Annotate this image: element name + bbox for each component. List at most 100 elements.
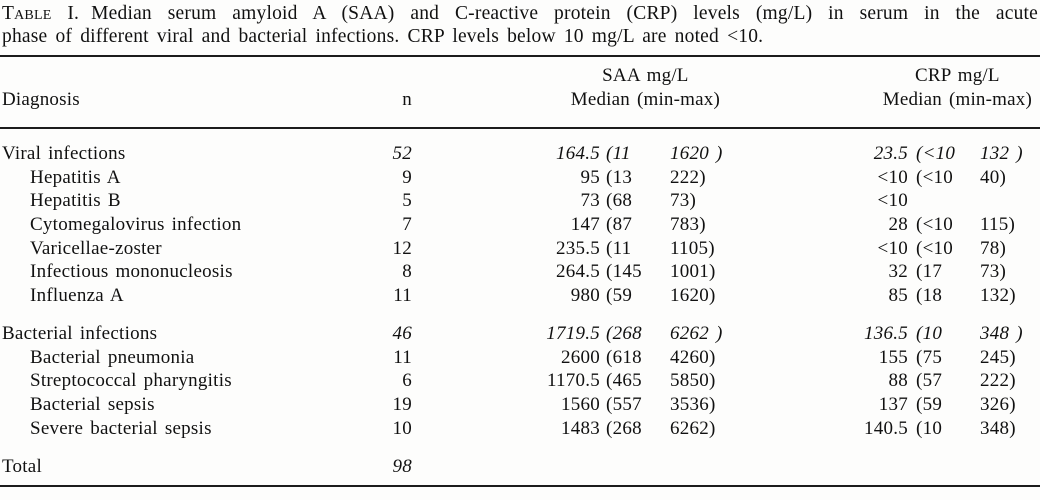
crp-range-max: 132 )	[980, 143, 1023, 164]
crp-range-max: 326)	[980, 393, 1016, 415]
crp-range-min: (10	[916, 322, 943, 344]
crp-median-cell: 28	[888, 214, 908, 236]
saa-range-cell: (268 6262 )	[600, 322, 722, 346]
table-row: Bacterial pneumonia 11 2600 (618 4260) 15…	[0, 346, 1040, 370]
table-row: Bacterial sepsis 19 1560 (557 3536) 137 (…	[0, 393, 1040, 417]
header-crp-group: CRP mg/L Median (min-max)	[720, 64, 1040, 112]
header-saa-title: SAA mg/L	[602, 65, 689, 86]
saa-range-max: 73)	[670, 190, 697, 212]
saa-range-cell: (13 222)	[600, 166, 720, 190]
saa-range-cell: (145 1001)	[600, 260, 720, 284]
saa-range-cell	[600, 455, 720, 479]
diagnosis-cell: Streptococcal pharyngitis	[30, 370, 232, 392]
n-cell: 5	[402, 190, 412, 212]
diagnosis-cell: Bacterial infections	[2, 322, 158, 344]
crp-range-cell: (17 73)	[908, 260, 1040, 284]
crp-range-cell: (<10 115)	[908, 213, 1040, 237]
diagnosis-cell: Severe bacterial sepsis	[30, 417, 212, 439]
header-diagnosis: Diagnosis	[2, 89, 80, 110]
n-cell: 10	[392, 417, 412, 439]
crp-range-max: 40)	[980, 166, 1007, 188]
crp-median-cell: 32	[888, 261, 908, 283]
bottom-rule	[0, 484, 1040, 487]
saa-range-max: 1001)	[670, 261, 716, 283]
n-cell: 8	[402, 261, 412, 283]
saa-range-min: (13	[606, 166, 633, 188]
crp-median-cell: 155	[878, 346, 908, 368]
crp-range-min: (10	[916, 417, 943, 439]
table-row: Infectious mononucleosis 8 264.5 (145 100…	[0, 260, 1040, 284]
table-row: Cytomegalovirus infection 7 147 (87 783) …	[0, 213, 1040, 237]
crp-range-max: 132)	[980, 285, 1016, 307]
saa-median-cell: 264.5	[556, 261, 600, 283]
saa-median-cell: 147	[570, 214, 600, 236]
saa-range-min: (618	[606, 346, 642, 368]
n-cell: 46	[392, 322, 412, 344]
caption-divider-rule	[0, 55, 1040, 57]
table-row: Hepatitis A 9 95 (13 222) <10 (<10 40)	[0, 166, 1040, 190]
saa-range-max: 1620 )	[670, 143, 723, 164]
saa-range-cell: (11 1105)	[600, 237, 720, 261]
saa-median-cell: 1170.5	[546, 370, 600, 392]
table-row: Severe bacterial sepsis 10 1483 (268 6262…	[0, 417, 1040, 441]
table-body: Viral infections 52 164.5 (11 1620 ) 23.5…	[0, 129, 1040, 479]
crp-median-cell: 23.5	[873, 143, 908, 164]
header-divider-rule	[0, 127, 1040, 129]
table-row: Varicellae-zoster 12 235.5 (11 1105) <10 …	[0, 237, 1040, 261]
diagnosis-cell: Hepatitis B	[30, 190, 121, 212]
saa-median-cell: 1719.5	[546, 322, 600, 344]
header-crp-title: CRP mg/L	[915, 65, 1000, 86]
n-cell: 6	[402, 370, 412, 392]
crp-range-min: (<10	[916, 143, 956, 164]
caption-line-2: phase of different viral and bacterial i…	[2, 25, 764, 47]
crp-range-max: 115)	[980, 214, 1016, 236]
header-n: n	[402, 89, 412, 110]
crp-range-cell: (<10 78)	[908, 237, 1040, 261]
saa-median-cell: 235.5	[556, 237, 600, 259]
saa-range-min: (11	[606, 143, 631, 164]
diagnosis-cell: Hepatitis A	[30, 166, 121, 188]
table-row: Streptococcal pharyngitis 6 1170.5 (465 5…	[0, 369, 1040, 393]
saa-median-cell: 1483	[561, 417, 600, 439]
saa-median-cell: 164.5	[556, 143, 600, 164]
saa-median-cell: 2600	[561, 346, 600, 368]
n-cell: 7	[402, 214, 412, 236]
saa-median-cell: 73	[580, 190, 600, 212]
diagnosis-cell: Bacterial pneumonia	[30, 346, 195, 368]
n-cell: 19	[392, 393, 412, 415]
saa-range-min: (557	[606, 393, 642, 415]
saa-range-cell: (557 3536)	[600, 393, 720, 417]
n-cell: 98	[392, 456, 412, 478]
table-row: Total 98	[0, 455, 1040, 479]
n-cell: 11	[393, 346, 412, 368]
saa-range-cell: (11 1620 )	[600, 142, 723, 166]
crp-median-cell: 136.5	[864, 322, 908, 344]
crp-range-cell: (10 348 )	[908, 322, 1040, 346]
crp-range-max: 348 )	[980, 322, 1023, 344]
crp-range-cell: (75 245)	[908, 346, 1040, 370]
crp-range-max: 245)	[980, 346, 1016, 368]
saa-range-max: 1620)	[670, 285, 716, 307]
table-row: Hepatitis B 5 73 (68 73) <10	[0, 189, 1040, 213]
diagnosis-cell: Cytomegalovirus infection	[30, 214, 242, 236]
crp-median-cell: <10	[877, 166, 908, 188]
crp-range-max: 222)	[980, 370, 1016, 392]
crp-range-cell	[908, 189, 1040, 213]
crp-range-max: 78)	[980, 237, 1007, 259]
saa-range-max: 783)	[670, 214, 706, 236]
crp-range-min: (<10	[916, 237, 954, 259]
header-saa-group: SAA mg/L Median (min-max)	[412, 64, 720, 112]
header-crp-block: CRP mg/L Median (min-max)	[883, 64, 1032, 112]
n-cell: 9	[402, 166, 412, 188]
saa-range-max: 4260)	[670, 346, 716, 368]
table-row: Bacterial infections 46 1719.5 (268 6262 …	[0, 322, 1040, 346]
crp-range-max: 348)	[980, 417, 1016, 439]
saa-range-min: (11	[606, 237, 632, 259]
table-row: Influenza A 11 980 (59 1620) 85 (18 132)	[0, 284, 1040, 308]
crp-median-cell: <10	[877, 237, 908, 259]
crp-range-cell: (57 222)	[908, 369, 1040, 393]
crp-range-cell: (18 132)	[908, 284, 1040, 308]
saa-range-max: 222)	[670, 166, 706, 188]
saa-range-max: 3536)	[670, 393, 716, 415]
crp-median-cell: 88	[888, 370, 908, 392]
